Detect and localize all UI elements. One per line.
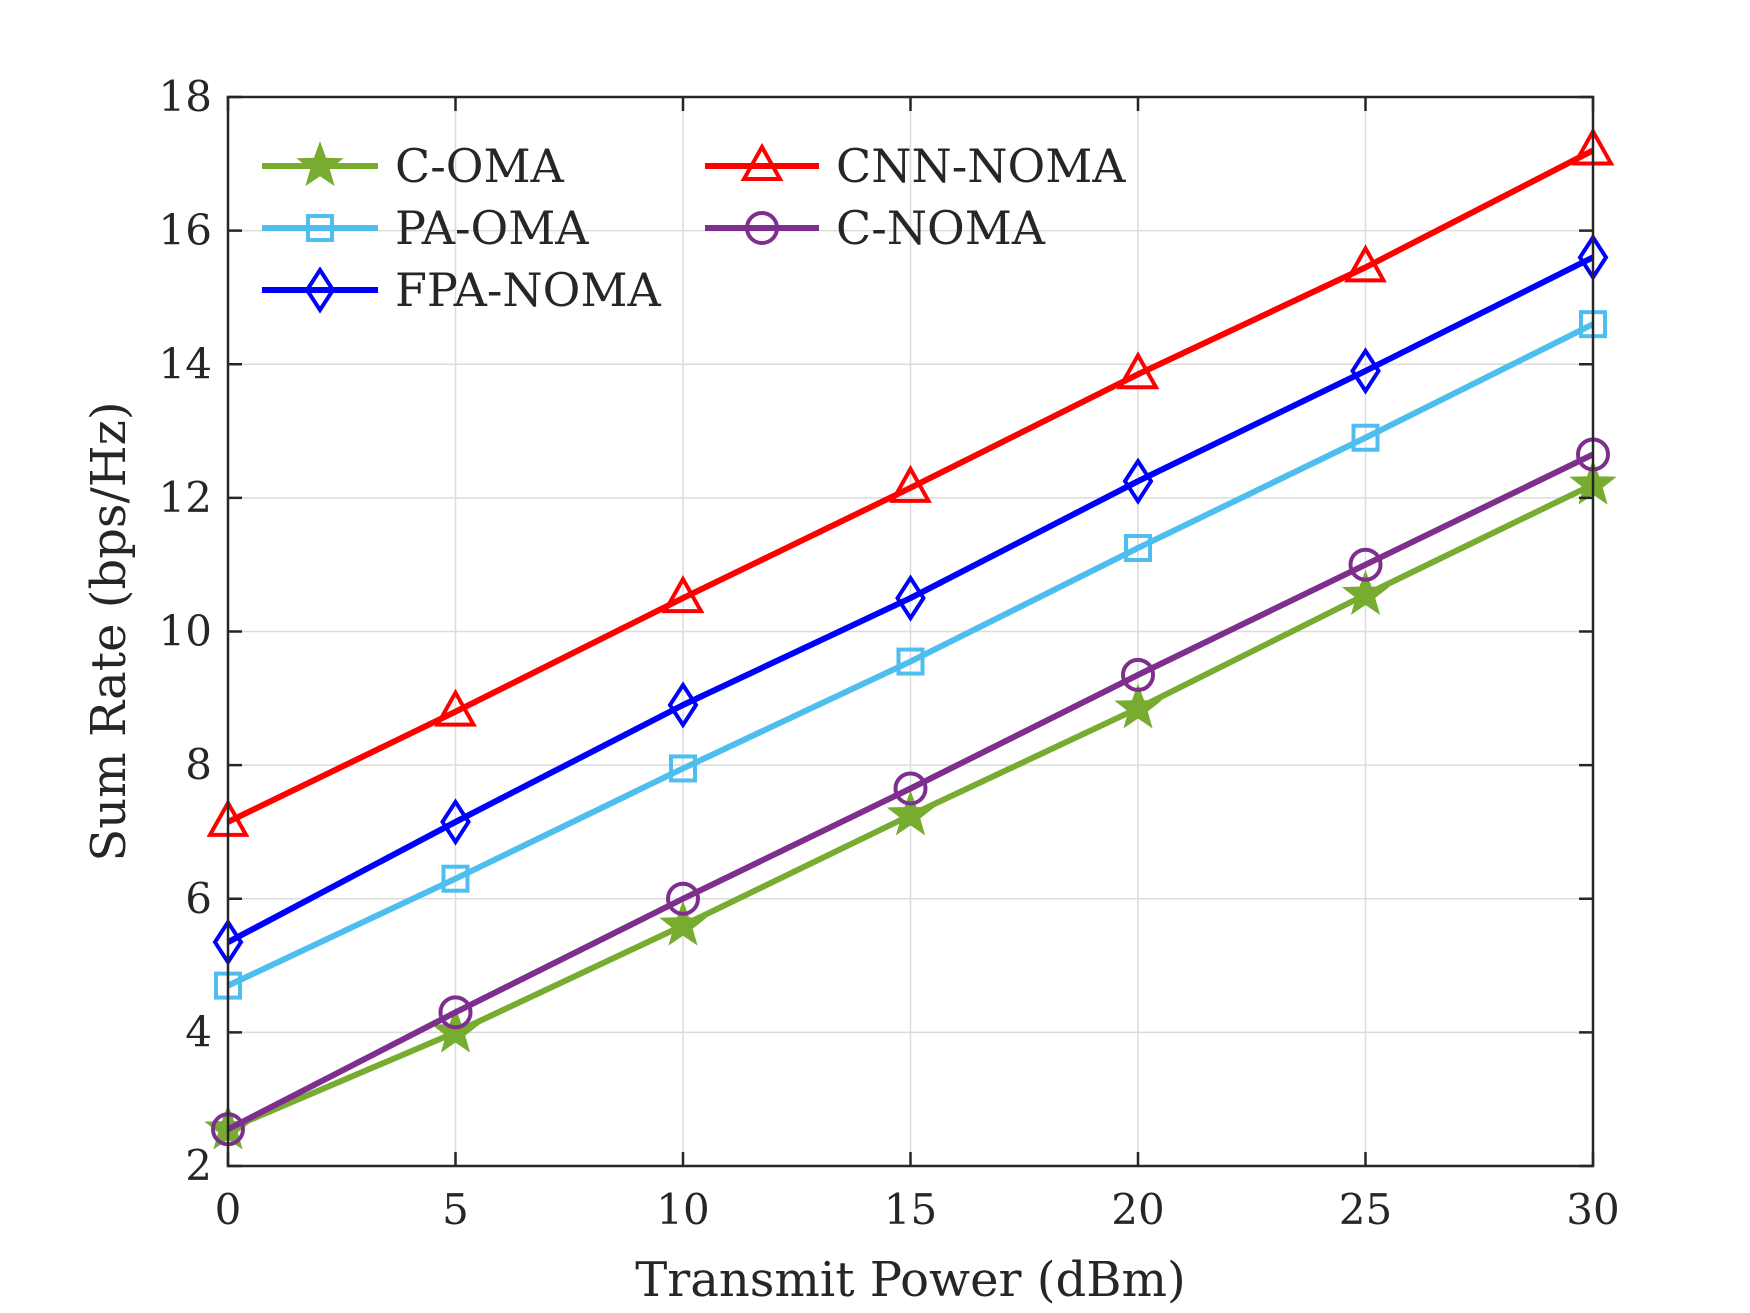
legend-marker xyxy=(745,211,779,245)
legend-label: C-OMA xyxy=(395,139,565,193)
data-point-c-oma xyxy=(431,1007,480,1053)
series-layer xyxy=(204,127,1617,1150)
data-point-fpa-noma xyxy=(1350,347,1381,395)
legend-label: CNN-NOMA xyxy=(836,139,1126,193)
y-axis-title: Sum Rate (bps/Hz) xyxy=(81,401,137,861)
legend-item-c-oma: C-OMA xyxy=(262,139,565,193)
data-point-cnn-noma xyxy=(661,575,705,614)
x-tick-label: 30 xyxy=(1566,1185,1619,1234)
series-c-noma xyxy=(211,437,1610,1147)
data-point-c-noma xyxy=(1121,657,1155,692)
x-tick-label: 25 xyxy=(1339,1185,1392,1234)
data-point-pa-oma xyxy=(1124,533,1152,562)
x-tick-label: 5 xyxy=(442,1185,469,1234)
x-tick-label: 15 xyxy=(884,1185,937,1234)
data-point-c-noma xyxy=(1348,547,1383,582)
legend-item-c-noma: C-NOMA xyxy=(705,201,1046,255)
x-tick-label: 10 xyxy=(656,1185,709,1234)
data-point-cnn-noma xyxy=(889,464,932,503)
legend-marker xyxy=(296,141,344,187)
data-point-c-oma xyxy=(1114,683,1162,729)
legend-item-fpa-noma: FPA-NOMA xyxy=(262,263,661,317)
x-axis-title: Transmit Power (dBm) xyxy=(635,1252,1185,1308)
legend-item-cnn-noma: CNN-NOMA xyxy=(705,139,1126,193)
x-tick-label: 20 xyxy=(1111,1185,1164,1234)
y-tick-label: 8 xyxy=(185,740,212,789)
legend-item-pa-oma: PA-OMA xyxy=(262,201,589,255)
legend-label: PA-OMA xyxy=(395,201,589,255)
ticks: 0 5 10 15 20 25 30 2 4 6 8 10 12 14 16 18 xyxy=(159,72,1620,1234)
data-point-cnn-noma xyxy=(1116,351,1160,390)
legend-marker xyxy=(740,142,784,181)
legend: C-OMA PA-OMA FPA-NOMA CNN-NOMA C-NOMA xyxy=(262,139,1126,317)
data-point-pa-oma xyxy=(669,754,697,783)
y-tick-label: 10 xyxy=(159,607,212,656)
data-point-cnn-noma xyxy=(434,688,477,727)
series-line-fpa-noma xyxy=(226,254,1595,945)
data-point-fpa-noma xyxy=(1122,457,1154,505)
grid xyxy=(227,96,1594,1167)
data-point-pa-oma xyxy=(896,647,925,676)
data-point-fpa-noma xyxy=(440,798,471,846)
data-point-c-oma xyxy=(886,790,935,836)
data-point-c-noma xyxy=(666,881,700,916)
y-tick-label: 18 xyxy=(159,72,212,121)
data-point-pa-oma xyxy=(441,864,470,893)
legend-marker xyxy=(304,266,336,314)
series-fpa-noma xyxy=(212,233,1609,966)
x-tick-label: 0 xyxy=(215,1185,242,1234)
series-line-c-noma xyxy=(226,451,1595,1132)
legend-marker xyxy=(306,214,334,242)
legend-label: FPA-NOMA xyxy=(395,263,661,317)
data-point-c-oma xyxy=(659,900,707,946)
data-point-c-oma xyxy=(1341,569,1390,615)
y-tick-label: 16 xyxy=(159,206,212,255)
data-point-c-noma xyxy=(438,995,473,1030)
data-point-pa-oma xyxy=(1351,423,1380,452)
data-point-cnn-noma xyxy=(1344,244,1387,283)
y-tick-label: 6 xyxy=(185,874,212,923)
series-line-pa-oma xyxy=(226,321,1595,989)
data-point-c-noma xyxy=(893,771,928,806)
data-point-fpa-noma xyxy=(895,574,926,622)
y-tick-label: 2 xyxy=(185,1141,212,1190)
y-tick-label: 12 xyxy=(159,473,212,522)
legend-label: C-NOMA xyxy=(836,201,1046,255)
data-point-fpa-noma xyxy=(667,681,699,729)
series-line-cnn-noma xyxy=(226,147,1595,825)
y-tick-label: 14 xyxy=(159,339,212,388)
y-tick-label: 4 xyxy=(185,1007,212,1056)
